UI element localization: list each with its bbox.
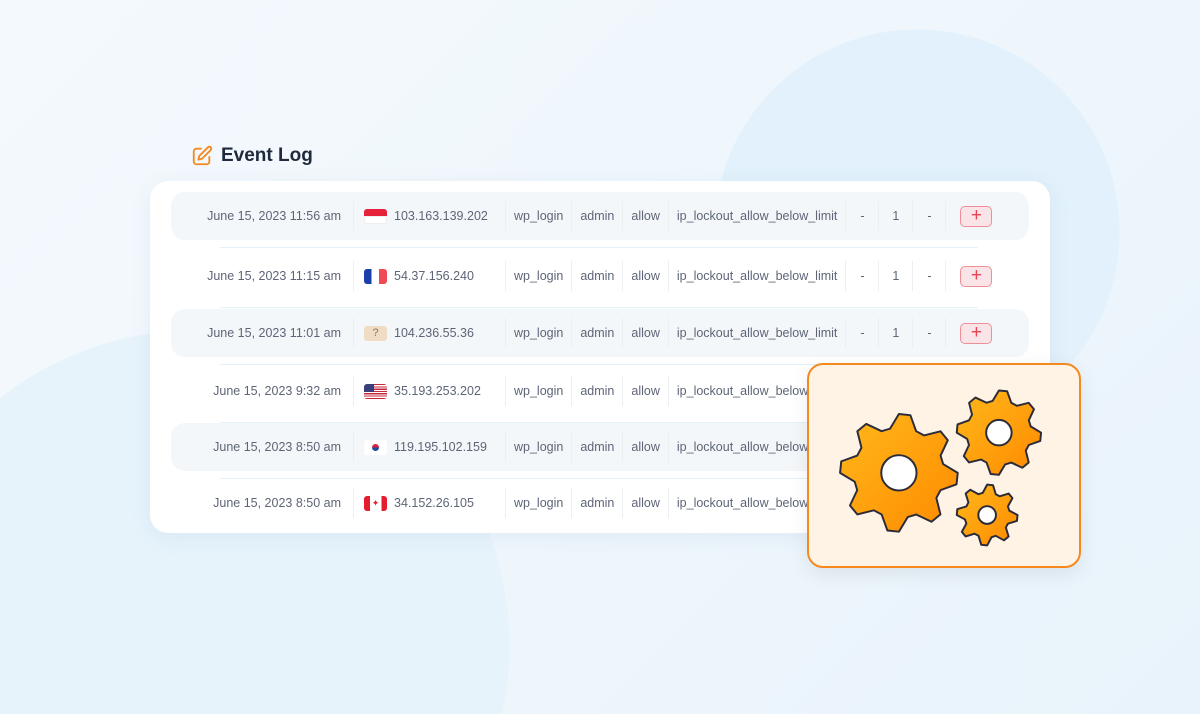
type-cell: wp_login xyxy=(506,261,573,291)
ip-cell: ? 104.236.55.36 xyxy=(354,318,506,348)
user-cell: admin xyxy=(572,432,624,462)
page-title: Event Log xyxy=(191,145,313,167)
table-row: June 15, 2023 11:56 am 103.163.139.202 w… xyxy=(171,192,1029,240)
ip-address: 119.195.102.159 xyxy=(394,440,487,454)
row-divider xyxy=(220,364,978,365)
result-cell: allow xyxy=(623,261,669,291)
plus-icon: + xyxy=(970,204,982,226)
user-cell: admin xyxy=(572,376,624,406)
gears-icon xyxy=(839,389,1043,547)
result-cell: allow xyxy=(623,318,669,348)
table-row: June 15, 2023 11:15 am 54.37.156.240 wp_… xyxy=(171,252,1029,300)
result-cell: allow xyxy=(623,432,669,462)
ip-cell: 54.37.156.240 xyxy=(354,261,506,291)
cell-b: - xyxy=(913,261,947,291)
table-row: June 15, 2023 9:32 am 35.193.253.202 wp_… xyxy=(171,367,1029,415)
count-cell: 1 xyxy=(879,261,914,291)
flag-france-icon xyxy=(364,268,387,284)
type-cell: wp_login xyxy=(506,318,573,348)
reason-cell: ip_lockout_allow_below_limit xyxy=(669,201,847,231)
ip-address: 104.236.55.36 xyxy=(394,326,474,340)
flag-indonesia-icon xyxy=(364,208,387,224)
result-cell: allow xyxy=(623,488,669,518)
date-cell: June 15, 2023 8:50 am xyxy=(171,488,354,518)
flag-usa-icon xyxy=(364,383,387,399)
edit-icon xyxy=(192,145,213,166)
cell-a: - xyxy=(846,318,880,348)
type-cell: wp_login xyxy=(506,201,573,231)
expand-button[interactable]: + xyxy=(960,264,993,287)
expand-button[interactable]: + xyxy=(960,204,993,227)
row-divider xyxy=(220,422,978,423)
plus-icon: + xyxy=(970,264,982,286)
reason-cell: ip_lockout_allow_below_limit xyxy=(669,318,847,348)
gear-hole xyxy=(880,454,918,492)
flag-canada-icon: ✦ xyxy=(364,495,387,511)
flag-south-korea-icon xyxy=(364,439,387,455)
user-cell: admin xyxy=(572,488,624,518)
ip-address: 34.152.26.105 xyxy=(394,496,474,510)
date-cell: June 15, 2023 9:32 am xyxy=(171,376,354,406)
cell-b: - xyxy=(913,318,947,348)
type-cell: wp_login xyxy=(506,488,573,518)
date-cell: June 15, 2023 11:15 am xyxy=(171,261,354,291)
ip-address: 35.193.253.202 xyxy=(394,384,481,398)
ip-cell: 119.195.102.159 xyxy=(354,432,506,462)
result-cell: allow xyxy=(623,201,669,231)
gears-illustration xyxy=(807,363,1081,568)
expand-button[interactable]: + xyxy=(960,321,993,344)
user-cell: admin xyxy=(572,318,624,348)
cell-a: - xyxy=(846,261,880,291)
row-divider xyxy=(220,247,978,248)
ip-cell: ✦ 34.152.26.105 xyxy=(354,488,506,518)
ip-address: 103.163.139.202 xyxy=(394,209,488,223)
user-cell: admin xyxy=(572,261,624,291)
title-text: Event Log xyxy=(221,145,313,166)
user-cell: admin xyxy=(572,201,624,231)
date-cell: June 15, 2023 11:56 am xyxy=(171,201,354,231)
count-cell: 1 xyxy=(879,318,914,348)
row-divider xyxy=(220,478,978,479)
date-cell: June 15, 2023 11:01 am xyxy=(171,318,354,348)
flag-unknown-icon: ? xyxy=(364,325,387,341)
table-row: June 15, 2023 11:01 am ? 104.236.55.36 wp… xyxy=(171,309,1029,357)
result-cell: allow xyxy=(623,376,669,406)
row-divider xyxy=(220,307,978,308)
count-cell: 1 xyxy=(879,201,914,231)
table-row: June 15, 2023 8:50 am ✦ 34.152.26.105 wp_… xyxy=(171,479,1029,527)
reason-cell: ip_lockout_allow_below_limit xyxy=(669,261,847,291)
cell-b: - xyxy=(913,201,947,231)
ip-cell: 35.193.253.202 xyxy=(354,376,506,406)
type-cell: wp_login xyxy=(506,376,573,406)
date-cell: June 15, 2023 8:50 am xyxy=(171,432,354,462)
ip-cell: 103.163.139.202 xyxy=(354,201,506,231)
ip-address: 54.37.156.240 xyxy=(394,269,474,283)
gear-hole xyxy=(985,418,1013,447)
type-cell: wp_login xyxy=(506,432,573,462)
plus-icon: + xyxy=(970,321,982,343)
gear-hole xyxy=(977,505,997,525)
cell-a: - xyxy=(846,201,880,231)
